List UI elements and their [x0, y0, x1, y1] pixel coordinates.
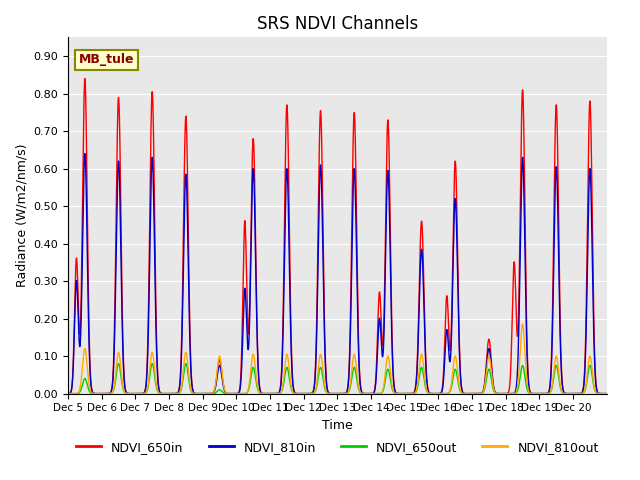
NDVI_810in	[521, 236, 529, 241]
NDVI_810out	[488, 375, 496, 381]
NDVI_650in	[81, 76, 89, 82]
NDVI_650out	[603, 391, 611, 396]
NDVI_650in	[597, 391, 605, 396]
NDVI_810in	[81, 151, 89, 156]
NDVI_810in	[407, 391, 415, 396]
X-axis label: Time: Time	[322, 419, 353, 432]
NDVI_650out	[115, 360, 122, 366]
Legend: NDVI_650in, NDVI_810in, NDVI_650out, NDVI_810out: NDVI_650in, NDVI_810in, NDVI_650out, NDV…	[71, 436, 604, 458]
NDVI_650in	[521, 192, 529, 197]
NDVI_810in	[454, 295, 462, 301]
NDVI_650out	[454, 378, 461, 384]
Line: NDVI_650out: NDVI_650out	[68, 363, 607, 394]
NDVI_810out	[406, 391, 414, 396]
NDVI_650in	[199, 391, 207, 396]
Line: NDVI_810in: NDVI_810in	[68, 154, 607, 394]
NDVI_650in	[407, 391, 415, 396]
NDVI_810out	[175, 390, 182, 396]
NDVI_810in	[488, 376, 496, 382]
NDVI_810in	[597, 391, 605, 396]
NDVI_650in	[603, 391, 611, 396]
NDVI_810in	[603, 391, 611, 396]
NDVI_810out	[64, 391, 72, 396]
NDVI_650in	[175, 389, 182, 395]
NDVI_810out	[597, 391, 605, 396]
NDVI_810out	[521, 342, 529, 348]
Y-axis label: Radiance (W/m2/nm/s): Radiance (W/m2/nm/s)	[15, 144, 28, 287]
NDVI_650in	[488, 372, 496, 378]
NDVI_810in	[175, 389, 182, 395]
Title: SRS NDVI Channels: SRS NDVI Channels	[257, 15, 418, 33]
NDVI_810in	[199, 391, 207, 396]
NDVI_810out	[518, 321, 526, 327]
NDVI_650out	[175, 391, 182, 396]
NDVI_650out	[597, 391, 605, 396]
NDVI_650out	[64, 391, 72, 396]
NDVI_810in	[64, 391, 72, 396]
Line: NDVI_650in: NDVI_650in	[68, 79, 607, 394]
NDVI_810out	[454, 369, 461, 375]
NDVI_650out	[406, 391, 414, 396]
NDVI_650in	[64, 391, 72, 396]
NDVI_650out	[521, 371, 529, 377]
NDVI_650out	[488, 382, 496, 387]
Line: NDVI_810out: NDVI_810out	[68, 324, 607, 394]
Text: MB_tule: MB_tule	[79, 53, 134, 66]
NDVI_650in	[454, 277, 462, 283]
NDVI_810out	[603, 391, 611, 396]
